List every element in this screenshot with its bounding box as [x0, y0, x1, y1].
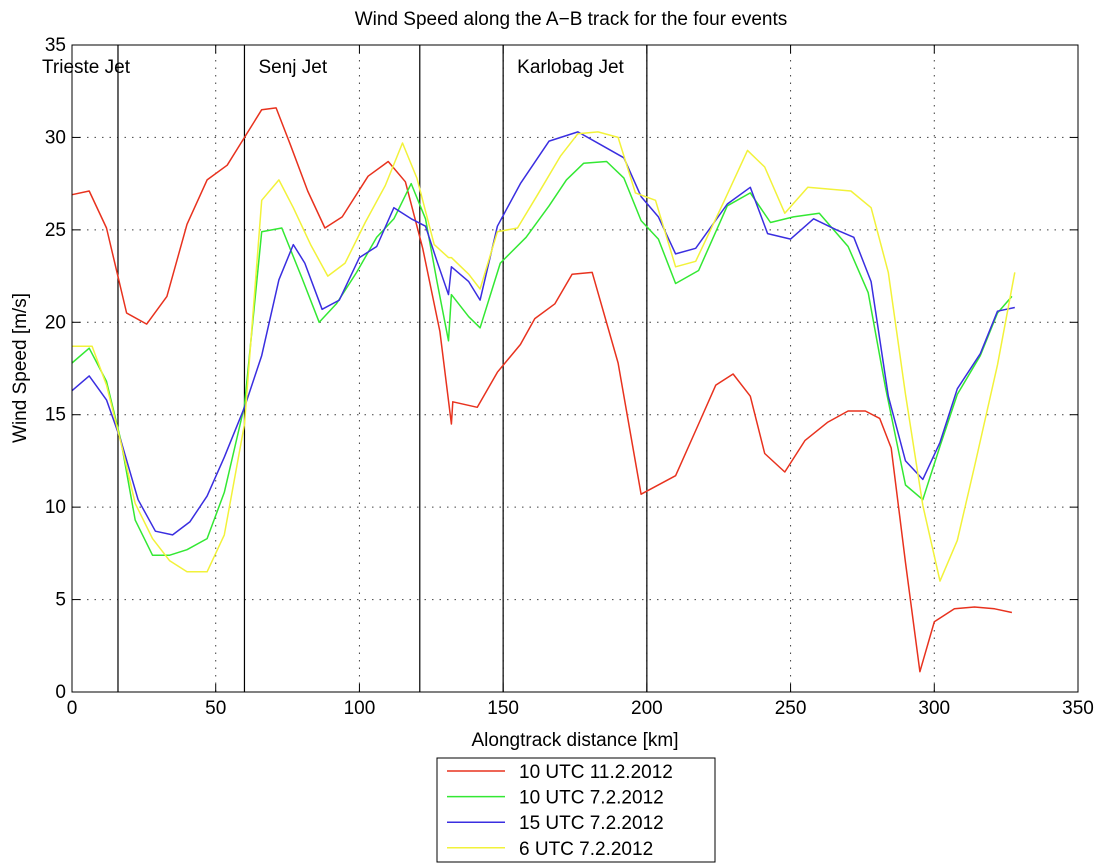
- legend-box: [436, 757, 716, 863]
- x-tick-label: 200: [631, 698, 663, 719]
- y-tick-label: 25: [45, 220, 66, 241]
- grid-lines: [72, 45, 1078, 692]
- series-lines: [71, 107, 1016, 673]
- chart-title: Wind Speed along the A−B track for the f…: [355, 9, 788, 30]
- region-label: Trieste Jet: [42, 57, 131, 78]
- axis-ticks: 0 50 100 150 200 250 300 350 0 5 10 15 20 25 30 35: [45, 35, 1094, 719]
- y-tick-label: 30: [45, 127, 66, 148]
- x-tick-label: 300: [918, 698, 950, 719]
- region-label: Karlobag Jet: [517, 57, 624, 78]
- legend: 10 UTC 11.2.2012 10 UTC 7.2.2012 15 UTC 7.…: [436, 757, 716, 863]
- x-axis-label: Alongtrack distance [km]: [472, 730, 679, 751]
- x-tick-label: 150: [487, 698, 519, 719]
- x-tick-label: 350: [1062, 698, 1094, 719]
- x-tick-label: 50: [205, 698, 226, 719]
- y-tick-label: 10: [45, 497, 66, 518]
- series-line: [71, 160, 1013, 556]
- legend-entry-label: 15 UTC 7.2.2012: [519, 813, 664, 834]
- region-label: Senj Jet: [258, 57, 327, 78]
- plot-area-border: [71, 44, 1079, 693]
- x-tick-label: 0: [67, 698, 78, 719]
- series-line: [71, 131, 1015, 536]
- legend-entry-label: 6 UTC 7.2.2012: [519, 839, 653, 860]
- y-tick-label: 15: [45, 405, 66, 426]
- x-tick-label: 100: [344, 698, 376, 719]
- y-axis-label: Wind Speed [m/s]: [10, 293, 31, 443]
- y-tick-label: 35: [45, 35, 66, 56]
- x-tick-label: 250: [775, 698, 807, 719]
- legend-entry-label: 10 UTC 11.2.2012: [519, 762, 673, 783]
- series-line: [72, 131, 1016, 582]
- region-divider-lines: [117, 45, 648, 692]
- y-tick-label: 20: [45, 312, 66, 333]
- series-line: [71, 107, 1013, 673]
- y-tick-label: 5: [55, 590, 66, 611]
- region-labels: Trieste Jet Senj Jet Karlobag Jet: [42, 57, 625, 78]
- y-tick-label: 0: [55, 682, 66, 703]
- legend-entry-label: 10 UTC 7.2.2012: [519, 788, 664, 809]
